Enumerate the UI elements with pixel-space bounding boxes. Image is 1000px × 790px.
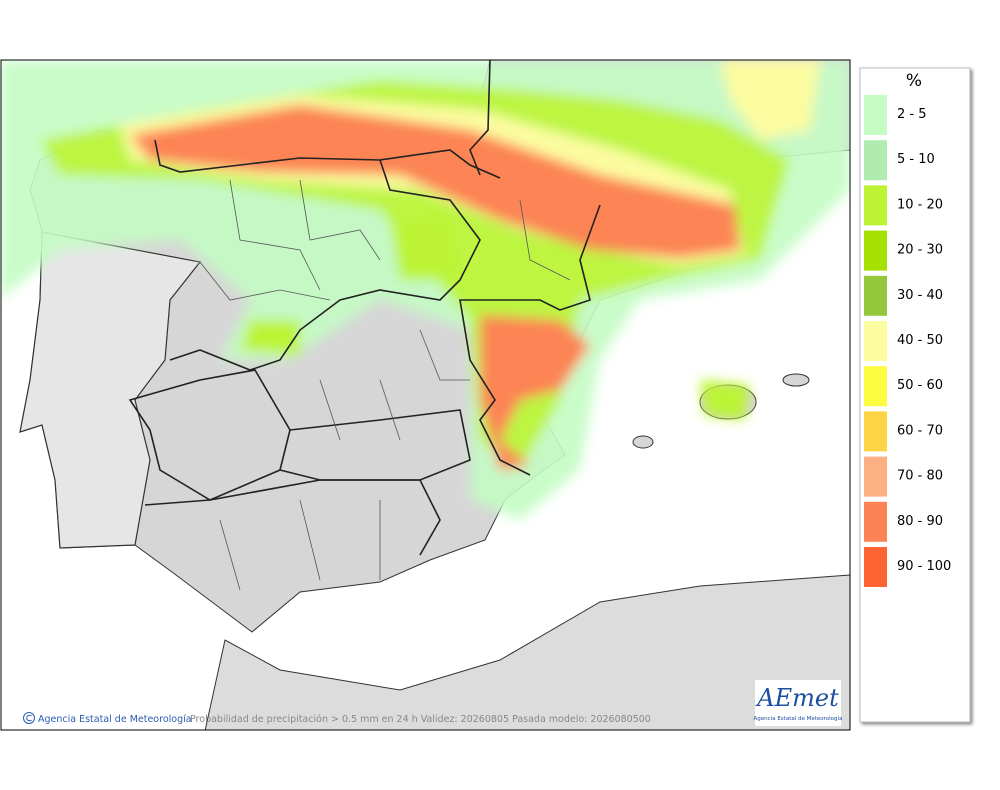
legend-label: 10 - 20 [897, 197, 943, 212]
legend-label: 60 - 70 [897, 423, 943, 438]
africa-land [204, 574, 850, 730]
legend: 2 - 5 5 - 10 10 - 20 20 - 30 30 - 40 40 - 50 5… [864, 95, 951, 587]
legend-label: 90 - 100 [897, 559, 951, 574]
legend-swatch [864, 95, 887, 135]
legend-swatch [864, 230, 887, 271]
legend-label: 5 - 10 [897, 152, 935, 167]
copyright-icon [23, 712, 35, 724]
copyright-icon-c [26, 714, 32, 722]
credit: Agencia Estatal de Meteorología [38, 714, 192, 725]
logo: AEmet [755, 684, 839, 712]
map-frame [0, 59, 851, 731]
legend-swatch [864, 456, 887, 497]
legend-label: 50 - 60 [897, 378, 943, 393]
legend-swatch [864, 275, 887, 316]
legend-label: 70 - 80 [897, 469, 943, 484]
caption: Probabilidad de precipitación > 0.5 mm e… [190, 714, 651, 725]
legend-label: 30 - 40 [897, 288, 943, 303]
ibiza [632, 435, 654, 449]
legend-title: % [906, 71, 922, 91]
legend-swatch [864, 366, 887, 407]
logo-subtitle: Agencia Estatal de Meteorología [754, 715, 843, 722]
legend-swatch [864, 140, 887, 181]
legend-swatch [864, 547, 887, 587]
legend-swatch [864, 501, 887, 542]
legend-swatch [864, 411, 887, 452]
legend-swatch [864, 321, 887, 361]
precip-field [1, 60, 850, 520]
legend-label: 20 - 30 [897, 243, 943, 258]
legend-label: 2 - 5 [897, 107, 927, 122]
legend-swatch [864, 185, 887, 226]
borders [128, 60, 601, 591]
logo-box [755, 680, 841, 726]
legend-label: 80 - 90 [897, 514, 943, 529]
portugal-land [19, 231, 202, 549]
map [1, 60, 850, 730]
menorca [782, 373, 810, 387]
legend-label: 40 - 50 [897, 333, 943, 348]
